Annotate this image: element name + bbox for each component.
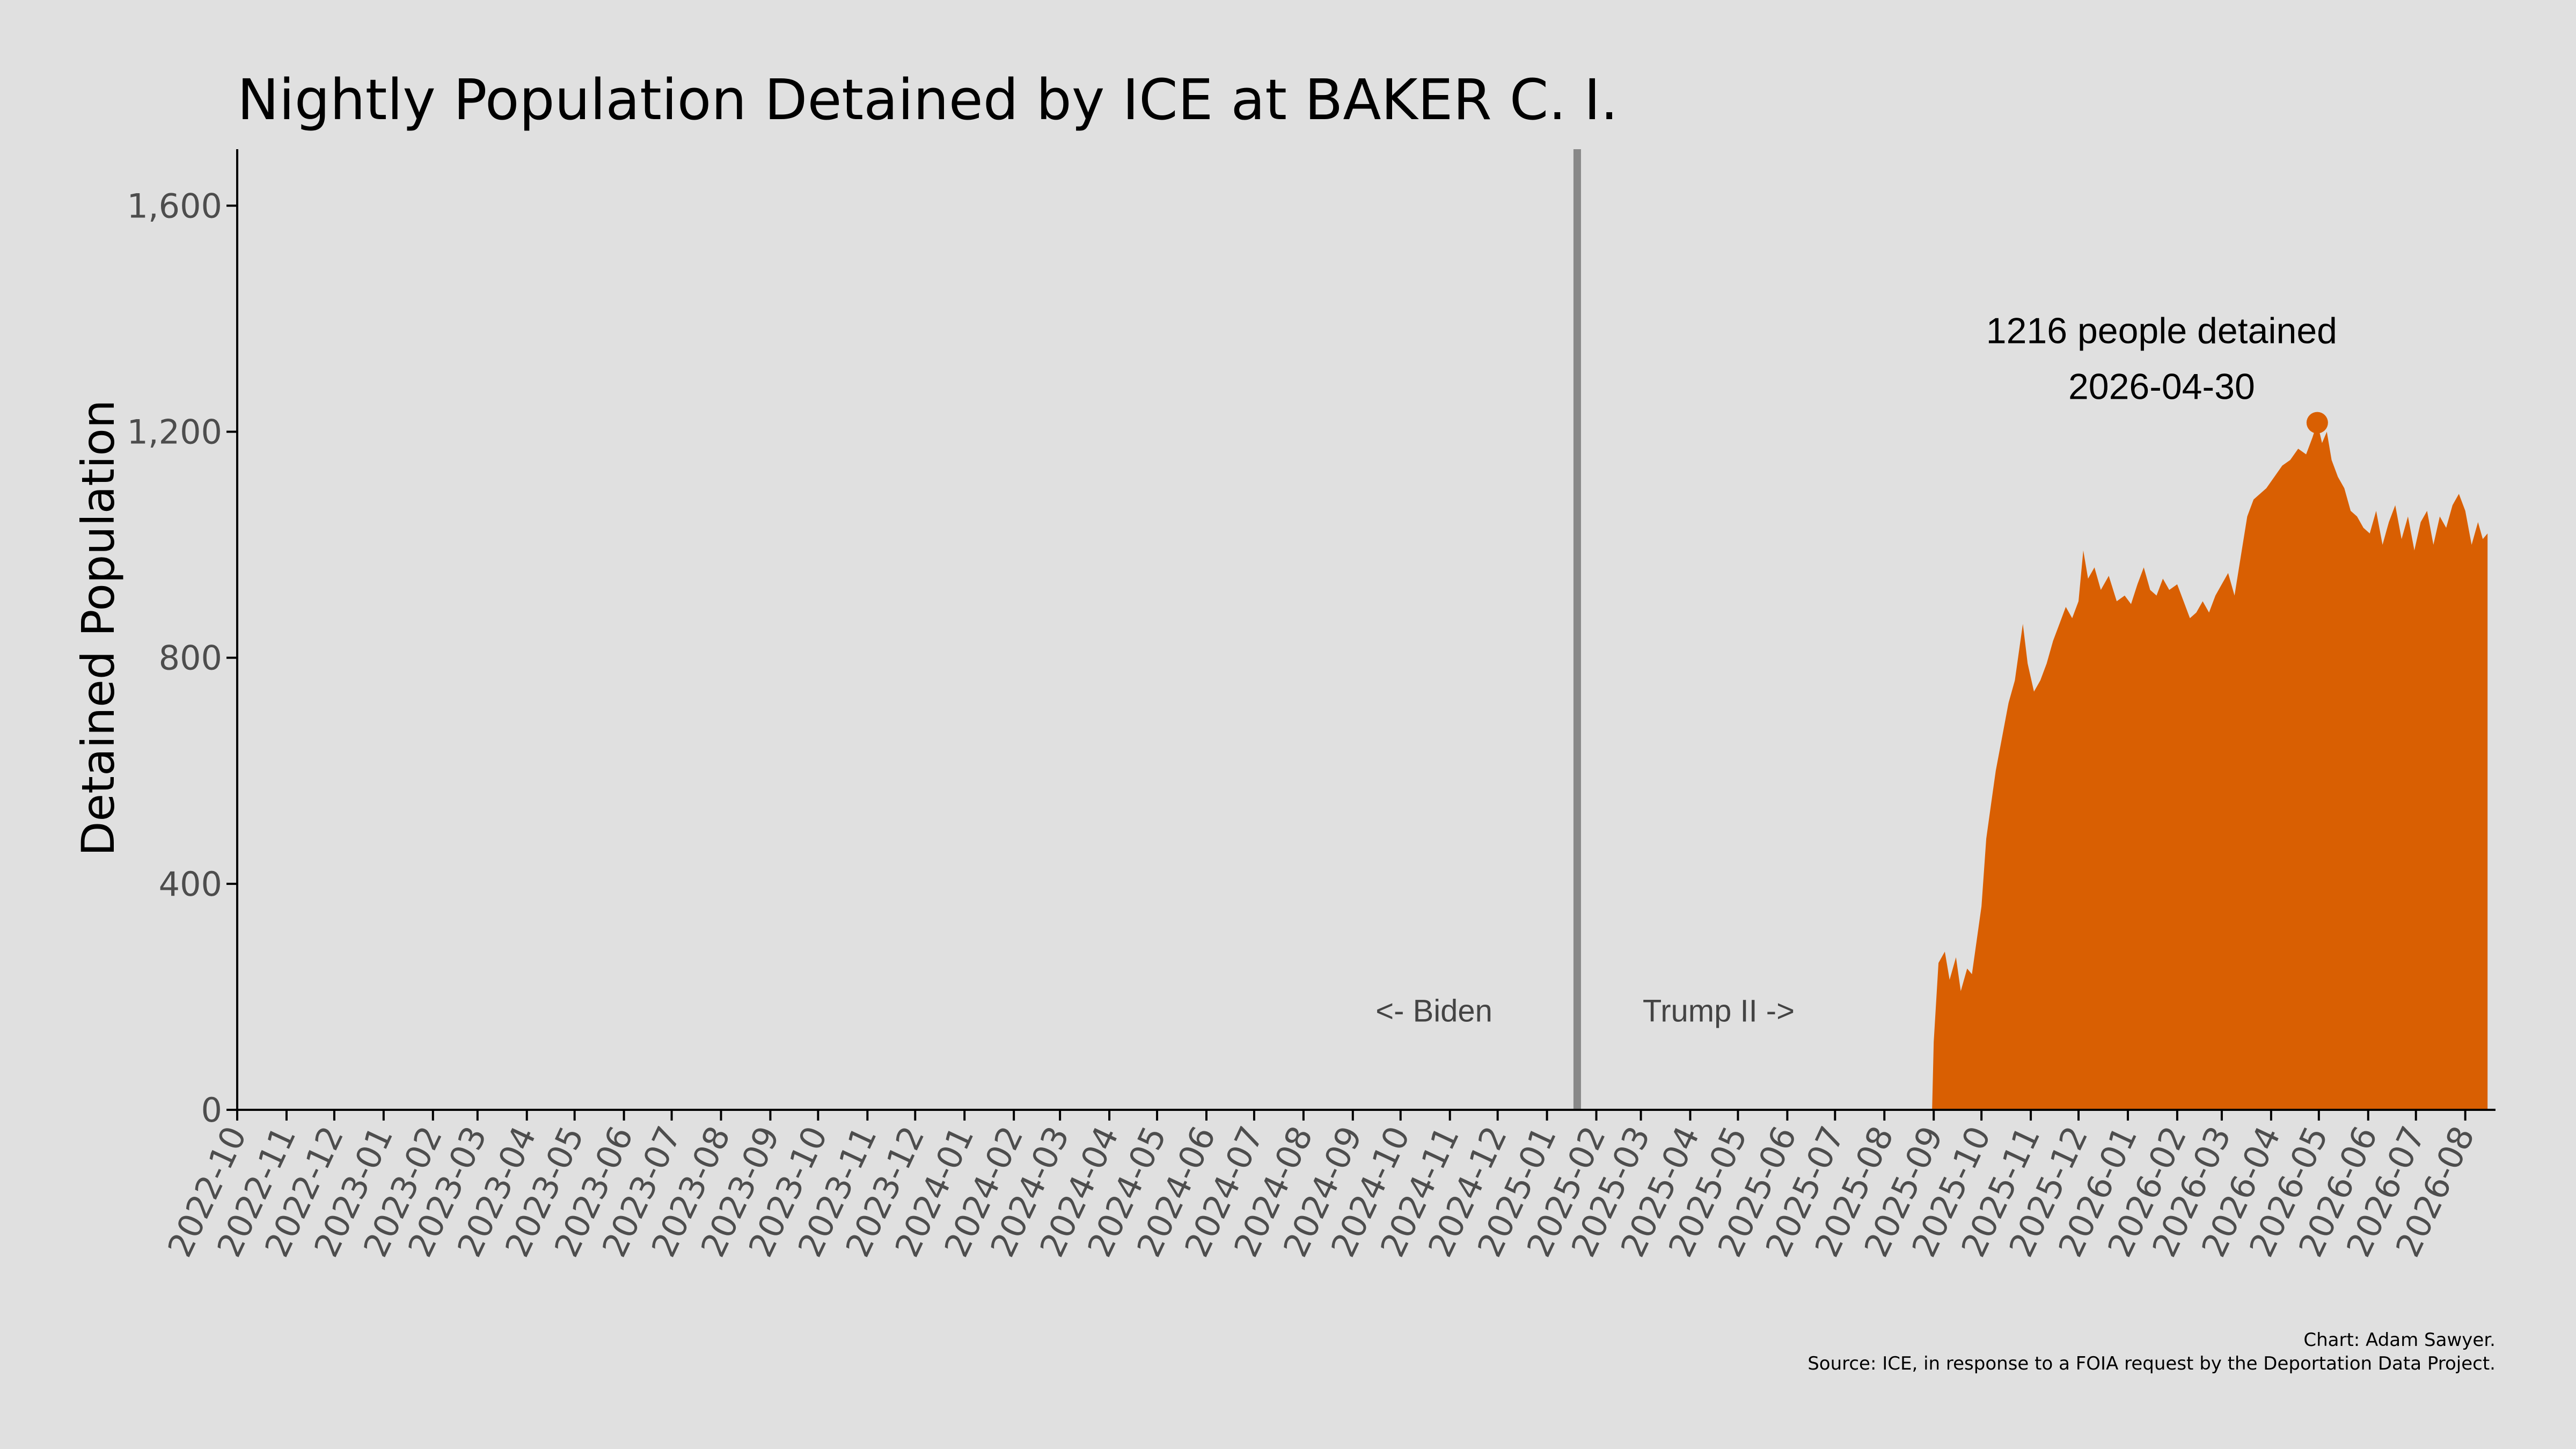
y-axis-ticks: 0 400 800 1,200 1,600 [127,186,237,1130]
x-axis-ticks: 2022-102022-112022-122023-012023-022023-… [160,1110,2482,1263]
peak-label-date: 2026-04-30 [2068,367,2255,407]
y-tick-label: 400 [159,865,222,904]
detained-population-area [1932,422,2488,1110]
trump-period-label: Trump II -> [1643,994,1795,1029]
y-tick-label: 0 [201,1091,222,1130]
y-tick-label: 800 [159,639,222,678]
y-tick-label: 1,200 [127,412,223,451]
chart-title: Nightly Population Detained by ICE at BA… [237,67,1618,133]
peak-point [2306,412,2328,434]
peak-label-count: 1216 people detained [1986,311,2337,352]
biden-period-label: <- Biden [1375,994,1492,1029]
y-tick-label: 1,600 [127,186,223,225]
y-axis-label: Detained Population [72,400,125,856]
chart-credit: Chart: Adam Sawyer. [2303,1329,2496,1351]
data-source-note: Source: ICE, in response to a FOIA reque… [1807,1353,2496,1374]
